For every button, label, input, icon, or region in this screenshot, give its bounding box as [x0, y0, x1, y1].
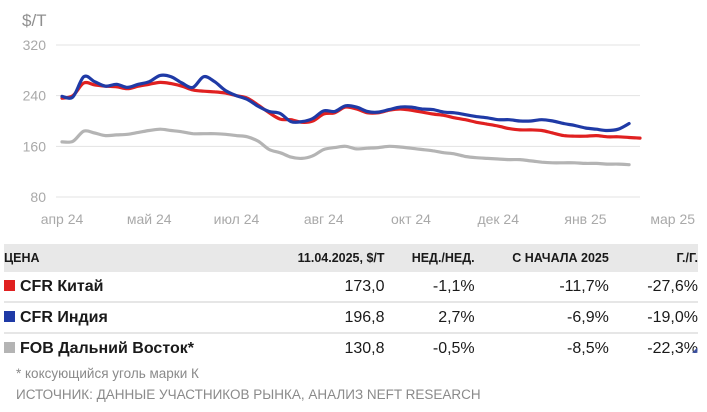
- row-name: CFR Китай: [20, 277, 104, 295]
- x-tick-label: апр 24: [41, 211, 84, 227]
- y-axis-ticks: 80 160 240 320: [23, 37, 47, 205]
- legend-swatch: [4, 310, 15, 322]
- y-tick-label: 160: [23, 138, 47, 154]
- x-tick-label: июл 24: [214, 211, 260, 227]
- table-row: FOB Дальний Восток* 130,8 -0,5% -8,5% -2…: [4, 333, 698, 363]
- header-price: ЦЕНА: [4, 244, 237, 272]
- table-row: CFR Индия 196,8 2,7% -6,9% -19,0%: [4, 302, 698, 334]
- cell-yoy: -22,3%: [647, 339, 698, 357]
- x-axis-ticks: апр 24 май 24 июл 24 авг 24 окт 24 дек 24 янв …: [41, 211, 696, 227]
- legend-swatch: [4, 341, 15, 353]
- cell-price: 130,8: [344, 339, 385, 357]
- x-tick-label: мар 25: [650, 211, 695, 227]
- price-chart: 80 160 240 320 апр 24 май 24 июл 24 авг 24 окт …: [22, 11, 696, 227]
- cell-wow: -0,5%: [432, 339, 475, 357]
- x-tick-label: дек 24: [477, 211, 519, 227]
- series-line: [60, 73, 631, 133]
- cell-ytd: -6,9%: [474, 302, 609, 334]
- series-lines: [60, 73, 642, 167]
- x-tick-label: окт 24: [391, 211, 431, 227]
- legend-swatch: [4, 279, 15, 291]
- x-tick-label: янв 25: [564, 211, 606, 227]
- cell-ytd: -8,5%: [567, 339, 609, 357]
- cell-price: 196,8: [236, 302, 385, 334]
- row-label: CFR Китай: [4, 272, 237, 303]
- chart-grid: [56, 44, 640, 198]
- y-tick-label: 240: [23, 88, 47, 104]
- y-tick-label: 320: [23, 37, 47, 53]
- header-wow: НЕД./НЕД.: [384, 244, 475, 272]
- header-ytd: С НАЧАЛА 2025: [474, 244, 609, 272]
- row-label: FOB Дальний Восток*: [4, 333, 236, 363]
- header-yoy: Г./Г.: [608, 244, 698, 272]
- cell-ytd: -11,7%: [474, 272, 609, 303]
- cell-yoy: -27,6%: [608, 272, 698, 303]
- cell-wow: 2,7%: [384, 302, 475, 334]
- price-table: ЦЕНА 11.04.2025, $/Т НЕД./НЕД. С НАЧАЛА …: [4, 244, 698, 363]
- table-row: CFR Китай 173,0 -1,1% -11,7% -27,6%: [4, 272, 698, 303]
- cell-price: 173,0: [236, 272, 385, 303]
- source-note: ИСТОЧНИК: ДАННЫЕ УЧАСТНИКОВ РЫНКА, АНАЛИ…: [16, 387, 481, 402]
- cell-yoy: -19,0%: [608, 302, 698, 334]
- series-line: [60, 127, 631, 167]
- cell-wow: -1,1%: [384, 272, 475, 303]
- header-date: 11.04.2025, $/Т: [236, 244, 385, 272]
- footnote: * коксующийся уголь марки К: [16, 366, 199, 381]
- corner-mark-icon: ◢: [692, 347, 698, 354]
- y-tick-label: 80: [30, 189, 46, 205]
- row-label: CFR Индия: [4, 302, 237, 334]
- x-tick-label: май 24: [127, 211, 172, 227]
- y-axis-unit: $/T: [22, 11, 47, 30]
- x-tick-label: авг 24: [304, 211, 344, 227]
- row-name: FOB Дальний Восток*: [20, 339, 194, 357]
- row-name: CFR Индия: [20, 308, 108, 326]
- table-header-row: ЦЕНА 11.04.2025, $/Т НЕД./НЕД. С НАЧАЛА …: [4, 244, 698, 272]
